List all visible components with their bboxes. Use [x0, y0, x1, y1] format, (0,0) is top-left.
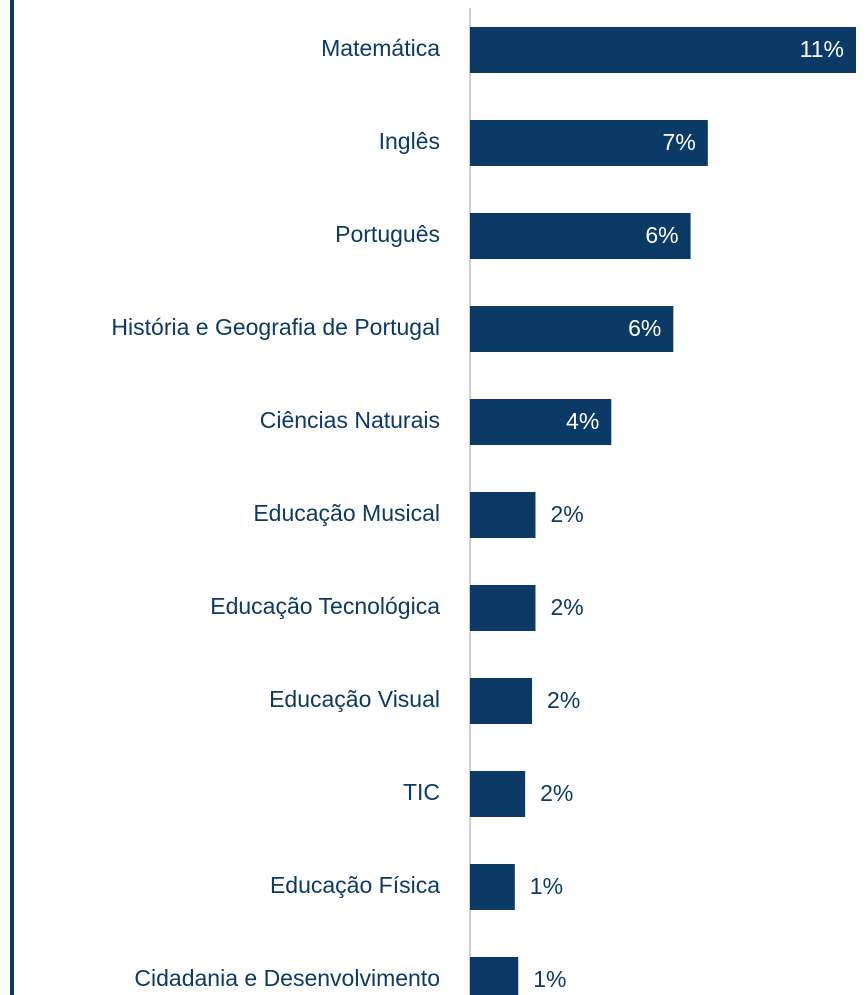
data-label: 11%: [800, 36, 844, 62]
data-label: 2%: [550, 594, 583, 620]
bar: [470, 213, 691, 259]
bar: [470, 585, 536, 631]
category-label: Educação Musical: [253, 500, 440, 526]
left-border: [10, 0, 14, 995]
category-label: Português: [335, 221, 440, 247]
data-label: 2%: [550, 501, 583, 527]
data-label: 1%: [533, 966, 566, 992]
data-label: 6%: [628, 315, 661, 341]
bar: [470, 306, 674, 352]
category-label: TIC: [403, 779, 440, 805]
category-label: Educação Visual: [269, 686, 440, 712]
category-label: Cidadania e Desenvolvimento: [134, 965, 440, 991]
data-label: 2%: [547, 687, 580, 713]
data-label: 6%: [645, 222, 678, 248]
bar: [470, 492, 536, 538]
category-label: História e Geografia de Portugal: [111, 314, 440, 340]
data-label: 1%: [530, 873, 563, 899]
category-label: Educação Tecnológica: [210, 593, 440, 619]
bar: [470, 678, 533, 724]
bar: [470, 120, 708, 166]
category-label: Ciências Naturais: [260, 407, 440, 433]
category-label: Matemática: [321, 35, 440, 61]
category-label: Educação Física: [270, 872, 440, 898]
category-label: Inglês: [379, 128, 440, 154]
bar: [470, 771, 526, 817]
data-label: 2%: [540, 780, 573, 806]
bar: [470, 399, 612, 445]
bar: [470, 864, 515, 910]
bar: [470, 27, 856, 73]
data-label: 7%: [663, 129, 696, 155]
data-label: 4%: [566, 408, 599, 434]
bar: [470, 957, 519, 995]
